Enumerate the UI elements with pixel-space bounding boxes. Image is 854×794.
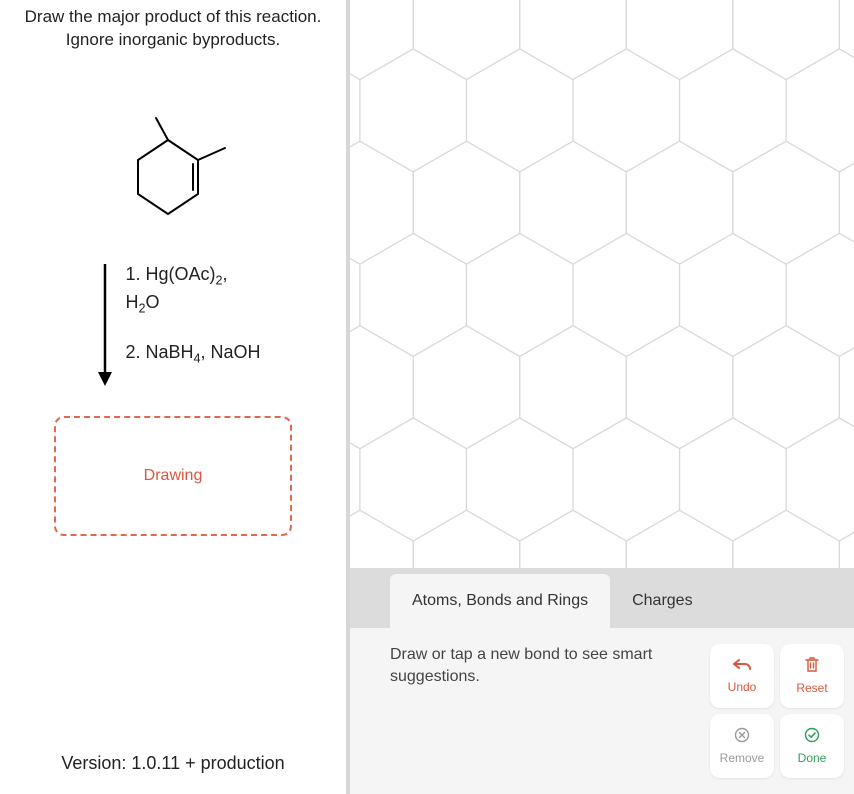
- trash-icon: [805, 657, 819, 677]
- step1-line2a: H: [125, 292, 138, 312]
- reset-button[interactable]: Reset: [780, 644, 844, 708]
- reagent-step-2: 2. NaBH4, NaOH: [125, 340, 260, 368]
- step2-text-a: 2. NaBH: [125, 342, 193, 362]
- step2-sub: 4: [194, 352, 201, 366]
- step2-text-b: , NaOH: [201, 342, 261, 362]
- reagents-row: 1. Hg(OAc)2, H2O 2. NaBH4, NaOH: [85, 262, 260, 388]
- app-root: Draw the major product of this reaction.…: [0, 0, 854, 794]
- undo-button[interactable]: Undo: [710, 644, 774, 708]
- check-icon: [804, 727, 820, 747]
- step1-text-a: 1. Hg(OAc): [125, 264, 215, 284]
- step1-text-b: ,: [223, 264, 228, 284]
- hex-grid-background: [350, 0, 854, 568]
- reagents-text: 1. Hg(OAc)2, H2O 2. NaBH4, NaOH: [125, 262, 260, 369]
- step1-line2b: O: [145, 292, 159, 312]
- question-prompt: Draw the major product of this reaction.…: [25, 6, 322, 52]
- hint-text: Draw or tap a new bond to see smart sugg…: [390, 644, 690, 689]
- prompt-line2: Ignore inorganic byproducts.: [66, 30, 281, 49]
- drawing-canvas[interactable]: [350, 0, 854, 568]
- tab-atoms-bonds-rings[interactable]: Atoms, Bonds and Rings: [390, 574, 610, 628]
- tool-tabs: Atoms, Bonds and Rings Charges: [350, 568, 854, 628]
- remove-label: Remove: [720, 751, 765, 765]
- done-button[interactable]: Done: [780, 714, 844, 778]
- reaction-block: 1. Hg(OAc)2, H2O 2. NaBH4, NaOH Drawing: [10, 112, 336, 536]
- starting-material-structure: [123, 112, 243, 232]
- done-label: Done: [798, 751, 827, 765]
- step1-sub1: 2: [216, 273, 223, 287]
- product-drawing-box[interactable]: Drawing: [54, 416, 292, 536]
- tool-buttons: Undo Reset Remove: [710, 644, 844, 778]
- undo-icon: [733, 658, 751, 676]
- tab-charges[interactable]: Charges: [610, 574, 714, 628]
- drawing-box-label: Drawing: [144, 467, 203, 485]
- prompt-line1: Draw the major product of this reaction.: [25, 7, 322, 26]
- reagent-step-1: 1. Hg(OAc)2, H2O: [125, 262, 260, 318]
- reaction-arrow: [85, 262, 125, 388]
- question-panel: Draw the major product of this reaction.…: [0, 0, 346, 794]
- undo-label: Undo: [728, 680, 757, 694]
- version-label: Version: 1.0.11 + production: [61, 753, 284, 774]
- tool-footer: Draw or tap a new bond to see smart sugg…: [350, 628, 854, 794]
- remove-button[interactable]: Remove: [710, 714, 774, 778]
- drawing-panel: Atoms, Bonds and Rings Charges Draw or t…: [350, 0, 854, 794]
- remove-icon: [734, 727, 750, 747]
- reset-label: Reset: [796, 681, 827, 695]
